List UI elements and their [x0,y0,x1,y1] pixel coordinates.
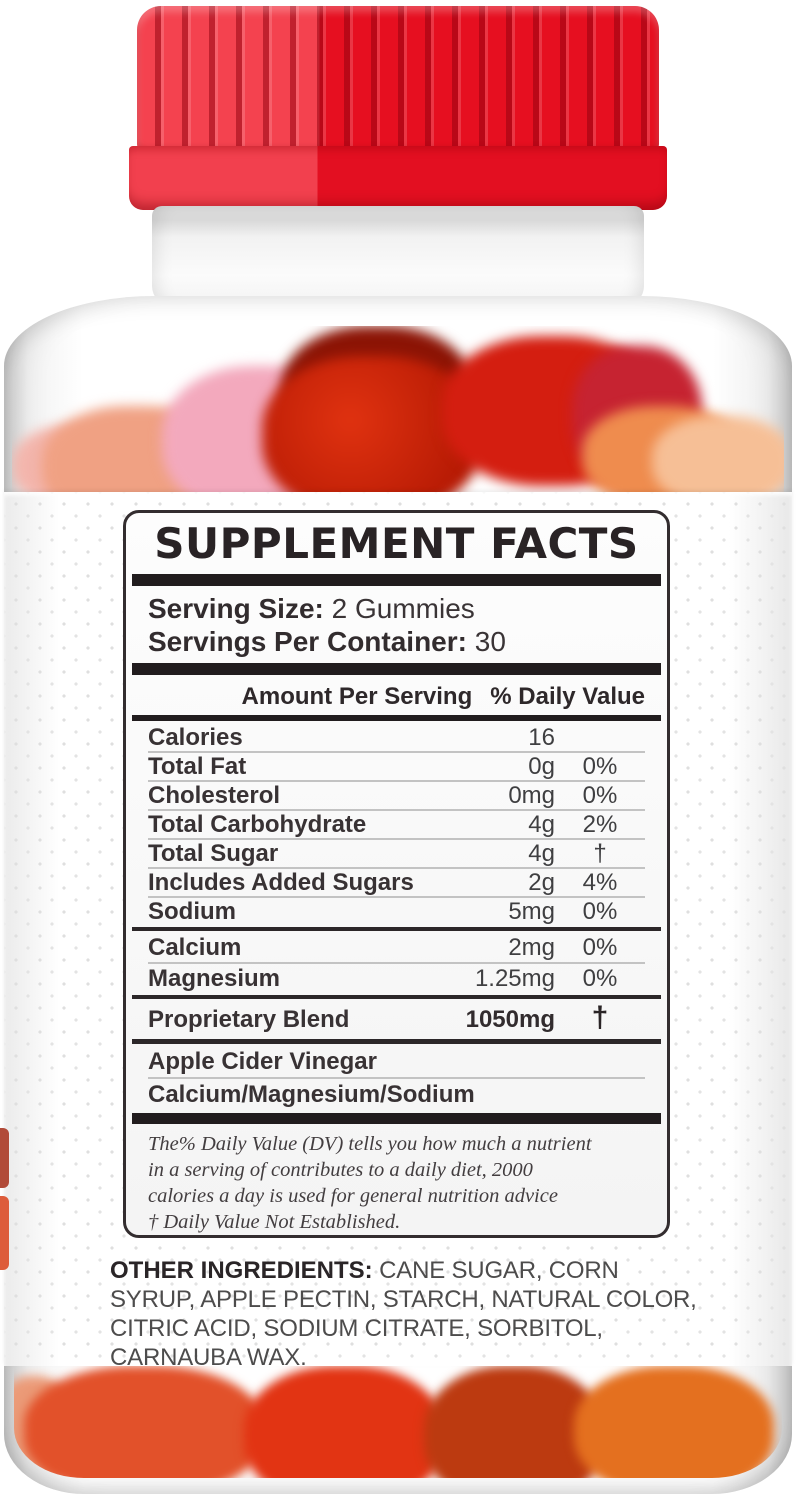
gummy-blob [24,1366,264,1478]
bottle-cap-skirt [129,146,667,210]
daily-value-footnote: The% Daily Value (DV) tells you how much… [148,1131,645,1235]
nutrient-amount: 4g [528,839,555,867]
servings-per-container-line: Servings Per Container: 30 [148,625,645,658]
nutrient-dv: 4% [582,868,618,896]
other-ingredients: OTHER INGREDIENTS: CANE SUGAR, CORN SYRU… [110,1256,710,1372]
row-proprietary-blend: Proprietary Blend 1050mg † [148,1001,645,1037]
gummy-blob [652,416,784,492]
nutrient-amount: 2g [528,868,555,896]
nutrient-dv: 0% [582,933,618,961]
nutrient-dv: 0% [582,752,618,780]
amount-per-serving-header: Amount Per Serving [241,683,473,711]
row-cholesterol: Cholesterol 0mg 0% [148,779,645,809]
group-separator [132,926,661,931]
footnote-line: in a serving of contributes to a daily d… [148,1159,533,1181]
other-ingredients-text: CANE SUGAR, CORN SYRUP, APPLE PECTIN, ST… [110,1257,697,1371]
nutrient-amount: 1050mg [465,1006,555,1034]
row-calcium: Calcium 2mg 0% [148,933,645,962]
nutrient-name: Calories [148,723,243,751]
nutrient-name: Calcium/Magnesium/Sodium [148,1080,475,1108]
nutrient-name: Apple Cider Vinegar [148,1047,377,1075]
other-ingredients-label: OTHER INGREDIENTS: [110,1257,373,1284]
blend-group: Apple Cider Vinegar Calcium/Magnesium/So… [148,1046,645,1110]
gummies-window-top [12,326,784,492]
divider-bar [132,663,661,676]
gummy-blob [244,1366,444,1478]
nutrient-amount: 0g [528,752,555,780]
footnote-line: † Daily Value Not Established. [148,1211,401,1233]
serving-size-line: Serving Size: 2 Gummies [148,592,645,625]
row-apple-cider-vinegar: Apple Cider Vinegar [148,1046,645,1077]
divider-bar [132,574,661,587]
gummy-blob [574,1366,774,1478]
servings-value: 30 [466,626,506,658]
footnote-line: The% Daily Value (DV) tells you how much… [148,1133,592,1155]
nutrient-name: Cholesterol [148,781,281,809]
nutrient-dv: 0% [582,781,618,809]
nutrient-dv: † [591,1001,609,1035]
facts-title: SUPPLEMENT FACTS [154,519,639,568]
nutrient-amount: 2mg [508,933,555,961]
nutrient-group: Calories 16 Total Fat 0g 0% Cholesterol … [148,724,645,925]
nutrient-name: Total Sugar [148,839,279,867]
bottle-cap-ribbed [137,6,659,152]
row-total-carbohydrate: Total Carbohydrate 4g 2% [148,808,645,838]
row-magnesium: Magnesium 1.25mg 0% [148,961,645,993]
nutrient-dv: 0% [582,964,618,992]
row-total-fat: Total Fat 0g 0% [148,750,645,780]
footnote-line: calories a day is used for general nutri… [148,1185,558,1207]
nutrient-amount: 16 [528,723,555,751]
nutrient-name: Proprietary Blend [148,1006,350,1034]
nutrient-name: Total Fat [148,752,247,780]
row-calcium-magnesium-sodium: Calcium/Magnesium/Sodium [148,1076,645,1110]
facts-header-row: Amount Per Serving % Daily Value [148,683,645,711]
gummies-window-bottom [14,1366,782,1478]
nutrient-name: Total Carbohydrate [148,810,367,838]
serving-size-value: 2 Gummies [323,593,475,625]
nutrient-amount: 4g [528,810,555,838]
divider-bar [132,1112,661,1124]
nutrient-dv: 2% [582,810,618,838]
gummy-sliver [0,1196,9,1270]
nutrient-amount: 5mg [508,897,555,925]
nutrient-dv: † [593,839,607,867]
nutrient-name: Magnesium [148,964,281,992]
gummy-sliver [0,1128,9,1188]
nutrient-amount: 1.25mg [474,964,555,992]
row-total-sugar: Total Sugar 4g † [148,837,645,867]
nutrient-name: Includes Added Sugars [148,868,414,896]
servings-label: Servings Per Container: [148,626,467,658]
nutrient-amount: 0mg [508,781,555,809]
nutrient-name: Calcium [148,933,242,961]
row-added-sugars: Includes Added Sugars 2g 4% [148,866,645,896]
serving-size-label: Serving Size: [148,593,324,625]
row-calories: Calories 16 [148,724,645,751]
daily-value-header: % Daily Value [490,683,645,711]
row-sodium: Sodium 5mg 0% [148,895,645,925]
mineral-group: Calcium 2mg 0% Magnesium 1.25mg 0% [148,933,645,993]
nutrient-name: Sodium [148,897,236,925]
nutrient-dv: 0% [582,897,618,925]
group-separator [132,1039,661,1044]
supplement-facts-panel: SUPPLEMENT FACTS Serving Size: 2 Gummies… [123,510,670,1238]
divider-bar [132,715,661,721]
group-separator [132,994,661,1000]
